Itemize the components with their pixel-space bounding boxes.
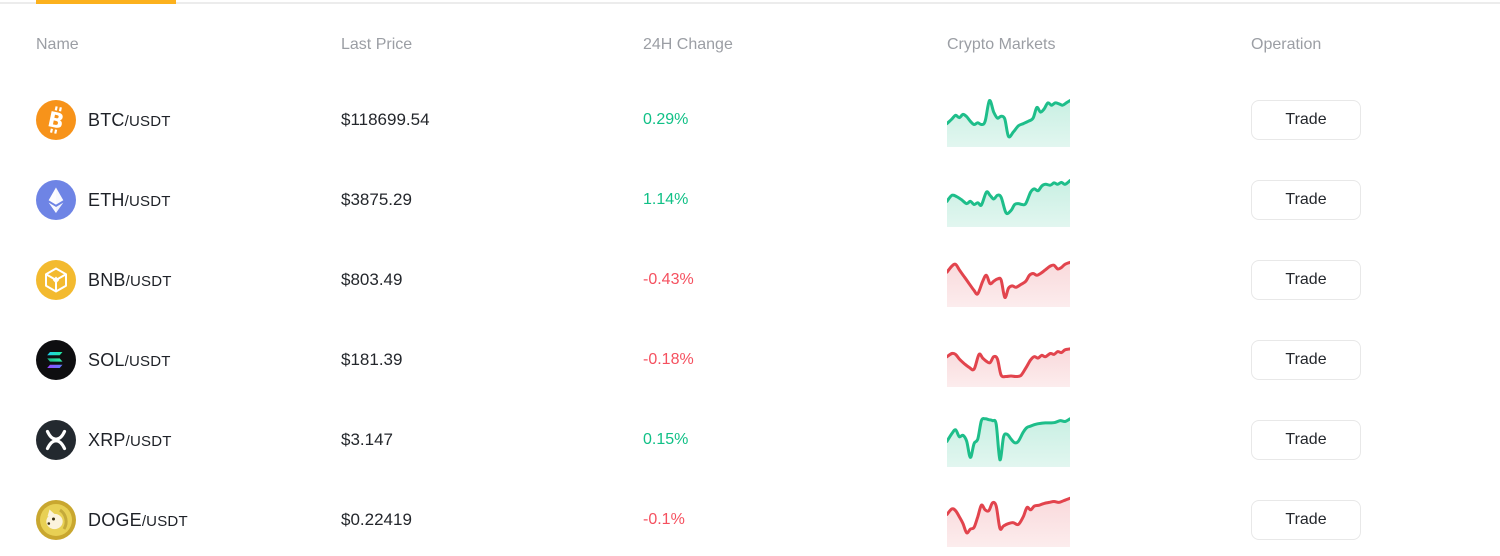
column-header-24h-change: 24H Change — [643, 36, 733, 53]
pair-symbol: SOL — [88, 349, 125, 370]
sparkline-chart — [947, 347, 1070, 387]
last-price: $3.147 — [341, 430, 393, 449]
change-24h: 0.15% — [643, 431, 689, 448]
sparkline-cell — [947, 173, 1251, 227]
sparkline-chart — [947, 179, 1070, 227]
sparkline-chart — [947, 496, 1070, 547]
pair-name-cell[interactable]: BNB/USDT — [36, 260, 341, 300]
change-24h: -0.43% — [643, 271, 694, 288]
doge-icon — [36, 500, 76, 540]
market-table-body: B BTC/USDT $118699.54 0.29% Trade ETH/US… — [0, 80, 1500, 556]
operation-cell: Trade — [1251, 500, 1500, 540]
pair-quote-suffix: /USDT — [124, 352, 171, 370]
table-row: XRP/USDT $3.147 0.15% Trade — [0, 400, 1500, 480]
change-24h: 0.29% — [643, 111, 689, 128]
table-header: Name Last Price 24H Change Crypto Market… — [0, 28, 1500, 62]
sparkline-cell — [947, 93, 1251, 147]
pair-name-cell[interactable]: SOL/USDT — [36, 340, 341, 380]
column-header-last-price: Last Price — [341, 36, 413, 53]
table-row: ETH/USDT $3875.29 1.14% Trade — [0, 160, 1500, 240]
eth-icon — [36, 180, 76, 220]
pair-symbol: BTC — [88, 109, 125, 130]
pair-name-cell[interactable]: B BTC/USDT — [36, 100, 341, 140]
active-tab-indicator — [36, 0, 176, 4]
svg-text:B: B — [46, 107, 67, 134]
last-price: $3875.29 — [341, 190, 412, 209]
table-row: DOGE/USDT $0.22419 -0.1% Trade — [0, 480, 1500, 556]
sparkline-cell — [947, 413, 1251, 467]
change-24h: 1.14% — [643, 191, 689, 208]
sparkline-cell — [947, 493, 1251, 547]
xrp-icon — [36, 420, 76, 460]
trade-button[interactable]: Trade — [1251, 500, 1361, 540]
last-price: $0.22419 — [341, 510, 412, 529]
column-header-operation: Operation — [1251, 36, 1322, 53]
sparkline-chart — [947, 416, 1070, 467]
tab-bar — [0, 0, 1500, 5]
sol-icon — [36, 340, 76, 380]
pair-quote-suffix: /USDT — [124, 192, 171, 210]
trade-button[interactable]: Trade — [1251, 260, 1361, 300]
tab-bar-divider — [0, 2, 1500, 4]
operation-cell: Trade — [1251, 180, 1500, 220]
trade-button[interactable]: Trade — [1251, 340, 1361, 380]
last-price: $181.39 — [341, 350, 403, 369]
btc-icon: B — [36, 100, 76, 140]
pair-quote-suffix: /USDT — [125, 432, 172, 450]
sparkline-cell — [947, 253, 1251, 307]
operation-cell: Trade — [1251, 420, 1500, 460]
pair-name-cell[interactable]: XRP/USDT — [36, 420, 341, 460]
table-row: BNB/USDT $803.49 -0.43% Trade — [0, 240, 1500, 320]
pair-symbol: DOGE — [88, 509, 142, 530]
trade-button[interactable]: Trade — [1251, 180, 1361, 220]
pair-name-cell[interactable]: DOGE/USDT — [36, 500, 341, 540]
last-price: $118699.54 — [341, 110, 430, 129]
pair-symbol: BNB — [88, 269, 126, 290]
sparkline-chart — [947, 99, 1070, 147]
change-24h: -0.18% — [643, 351, 694, 368]
operation-cell: Trade — [1251, 260, 1500, 300]
pair-symbol: ETH — [88, 189, 125, 210]
table-row: B BTC/USDT $118699.54 0.29% Trade — [0, 80, 1500, 160]
column-header-crypto-markets: Crypto Markets — [947, 36, 1056, 53]
pair-name-cell[interactable]: ETH/USDT — [36, 180, 341, 220]
column-header-name: Name — [36, 36, 79, 53]
bnb-icon — [36, 260, 76, 300]
table-row: SOL/USDT $181.39 -0.18% Trade — [0, 320, 1500, 400]
pair-quote-suffix: /USDT — [124, 112, 171, 130]
pair-symbol: XRP — [88, 429, 126, 450]
pair-quote-suffix: /USDT — [125, 272, 172, 290]
trade-button[interactable]: Trade — [1251, 420, 1361, 460]
change-24h: -0.1% — [643, 511, 685, 528]
sparkline-chart — [947, 260, 1070, 307]
sparkline-cell — [947, 333, 1251, 387]
pair-quote-suffix: /USDT — [141, 512, 188, 530]
operation-cell: Trade — [1251, 340, 1500, 380]
trade-button[interactable]: Trade — [1251, 100, 1361, 140]
last-price: $803.49 — [341, 270, 403, 289]
operation-cell: Trade — [1251, 100, 1500, 140]
